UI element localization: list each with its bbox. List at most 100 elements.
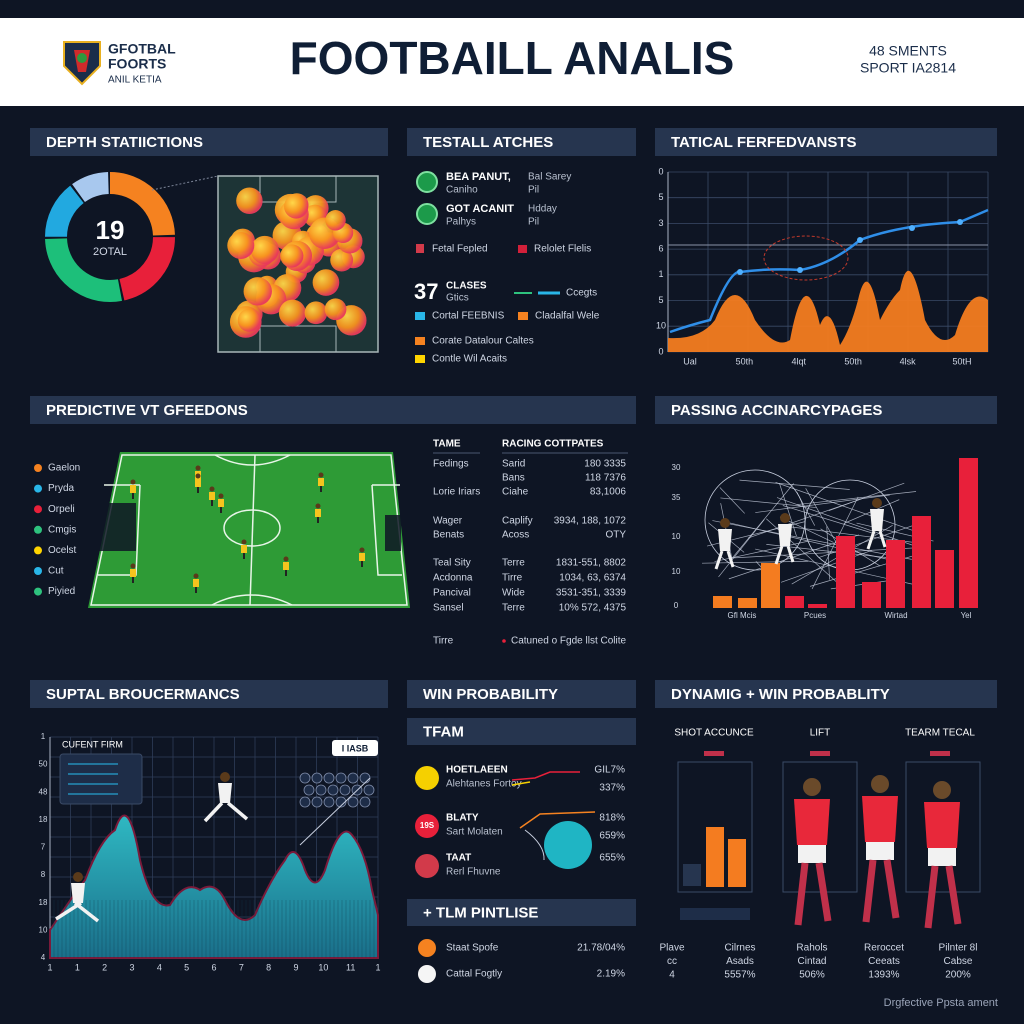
header-meta: 48 SMENTS — [869, 43, 947, 59]
x-tick-label: 6 — [211, 962, 216, 972]
legend-dot — [34, 587, 42, 596]
badge-text: I IASB — [342, 743, 369, 753]
x-tick-label: 1 — [375, 962, 380, 972]
column-title: LIFT — [810, 728, 831, 739]
stat-cell: Cilrnes — [724, 943, 755, 954]
legend-text: Cut — [48, 566, 64, 577]
team-icon — [415, 766, 439, 790]
table-cell: 118 7376 — [585, 473, 626, 484]
player-head — [359, 547, 365, 553]
panel-title: WIN PROBABILITY — [423, 686, 558, 703]
area-peaks — [668, 270, 988, 352]
bottom-arc — [211, 594, 293, 606]
trend — [511, 781, 531, 786]
link-text: Relolet Flelis — [534, 244, 591, 255]
table-cell: Benats — [433, 530, 464, 541]
pass-link — [739, 479, 850, 490]
pass-arrow — [299, 777, 371, 846]
ball-icon — [327, 784, 339, 796]
player-body — [315, 509, 321, 517]
table-cell: 83,1006 — [590, 487, 627, 498]
heat-blob — [330, 248, 354, 272]
header-meta: SPORT IA2814 — [860, 60, 956, 76]
team-name: HOETLAEEN — [446, 765, 508, 776]
ball-icon — [335, 796, 347, 808]
pass-link — [776, 497, 921, 549]
y-tick-label: 48 — [39, 787, 48, 796]
legend-swatch — [415, 337, 425, 345]
ball-icon — [339, 784, 351, 796]
donut-segment — [45, 172, 175, 302]
trend — [524, 829, 545, 861]
player-shirt — [924, 802, 960, 848]
top-arc — [214, 454, 291, 466]
column-box — [677, 761, 753, 893]
link-icon — [518, 245, 527, 253]
player-legs — [55, 901, 100, 923]
ball-icon — [311, 772, 323, 784]
bar — [862, 582, 881, 608]
match-name: GOT ACANIT — [446, 203, 514, 215]
y-tick-label: 50 — [39, 760, 48, 769]
trend-point — [797, 267, 803, 273]
table-cell: OTY — [605, 530, 626, 541]
legend-text: Pryda — [48, 483, 75, 494]
x-tick-label: 1 — [47, 962, 52, 972]
team-sub: Sart Molaten — [446, 827, 503, 838]
player-shorts — [866, 842, 894, 860]
table-cell: Pancival — [433, 588, 471, 599]
bar — [683, 864, 701, 886]
y-tick-label: 10 — [672, 532, 681, 541]
heat-blob — [304, 301, 328, 325]
stat-cell: 4 — [669, 970, 675, 981]
x-tick-label: 11 — [346, 962, 355, 972]
pass-link — [828, 482, 905, 512]
row-icon — [418, 965, 436, 983]
panel-title: PREDICTIVE VT GFEEDONS — [46, 402, 248, 419]
table-cell: Ciahe — [502, 487, 529, 498]
x-tick-label: Ual — [683, 356, 697, 366]
team-name: BLATY — [446, 813, 479, 824]
player-head — [720, 518, 730, 528]
column-marker — [810, 751, 830, 756]
table-foot: Catuned o Fgde llst Colite — [511, 636, 627, 647]
legend-text: Corate Datalour Caltes — [432, 336, 534, 347]
table-cell: 3934, 188, 1072 — [554, 516, 627, 527]
stat-cell: Ceeats — [868, 956, 900, 967]
y-tick-label: 3 — [658, 218, 663, 228]
column-marker — [704, 751, 724, 756]
table-foot: Tirre — [433, 636, 454, 647]
pass-link — [712, 520, 912, 560]
player-head — [218, 493, 224, 499]
area — [49, 814, 379, 959]
team-sub: Rerl Fhuvne — [446, 867, 501, 878]
y-tick-label: 5 — [658, 192, 663, 202]
team-badge: 19S — [420, 821, 435, 830]
panel-title: TATICAL FERFEDVANSTS — [671, 134, 857, 151]
ball-icon — [335, 772, 347, 784]
ball-icon — [359, 796, 371, 808]
legend-dot — [34, 525, 42, 534]
stat-cell: Plave — [659, 943, 684, 954]
legend-swatch — [518, 312, 528, 320]
player-head — [283, 556, 289, 562]
trend-point — [957, 219, 963, 225]
panel-title: TESTALL ATCHES — [423, 134, 553, 151]
legend-swatch — [415, 312, 425, 320]
bar — [959, 458, 978, 608]
pass-link — [826, 526, 830, 580]
legend-text: Cortal FEEBNIS — [432, 311, 505, 322]
x-tick-label: 50tH — [952, 356, 971, 366]
table-cell: Sarid — [502, 459, 525, 470]
team-icon — [415, 814, 439, 838]
ball-icon — [303, 784, 315, 796]
ball-icon — [299, 772, 311, 784]
table-cell: Acoss — [502, 530, 529, 541]
team-name: TAAT — [446, 853, 471, 864]
stat-number: 37 — [414, 279, 438, 304]
row-icon — [418, 939, 436, 957]
match-detail: Hdday — [528, 204, 557, 215]
player-legs — [794, 862, 832, 926]
trend-point — [737, 269, 743, 275]
pass-link — [702, 560, 809, 564]
